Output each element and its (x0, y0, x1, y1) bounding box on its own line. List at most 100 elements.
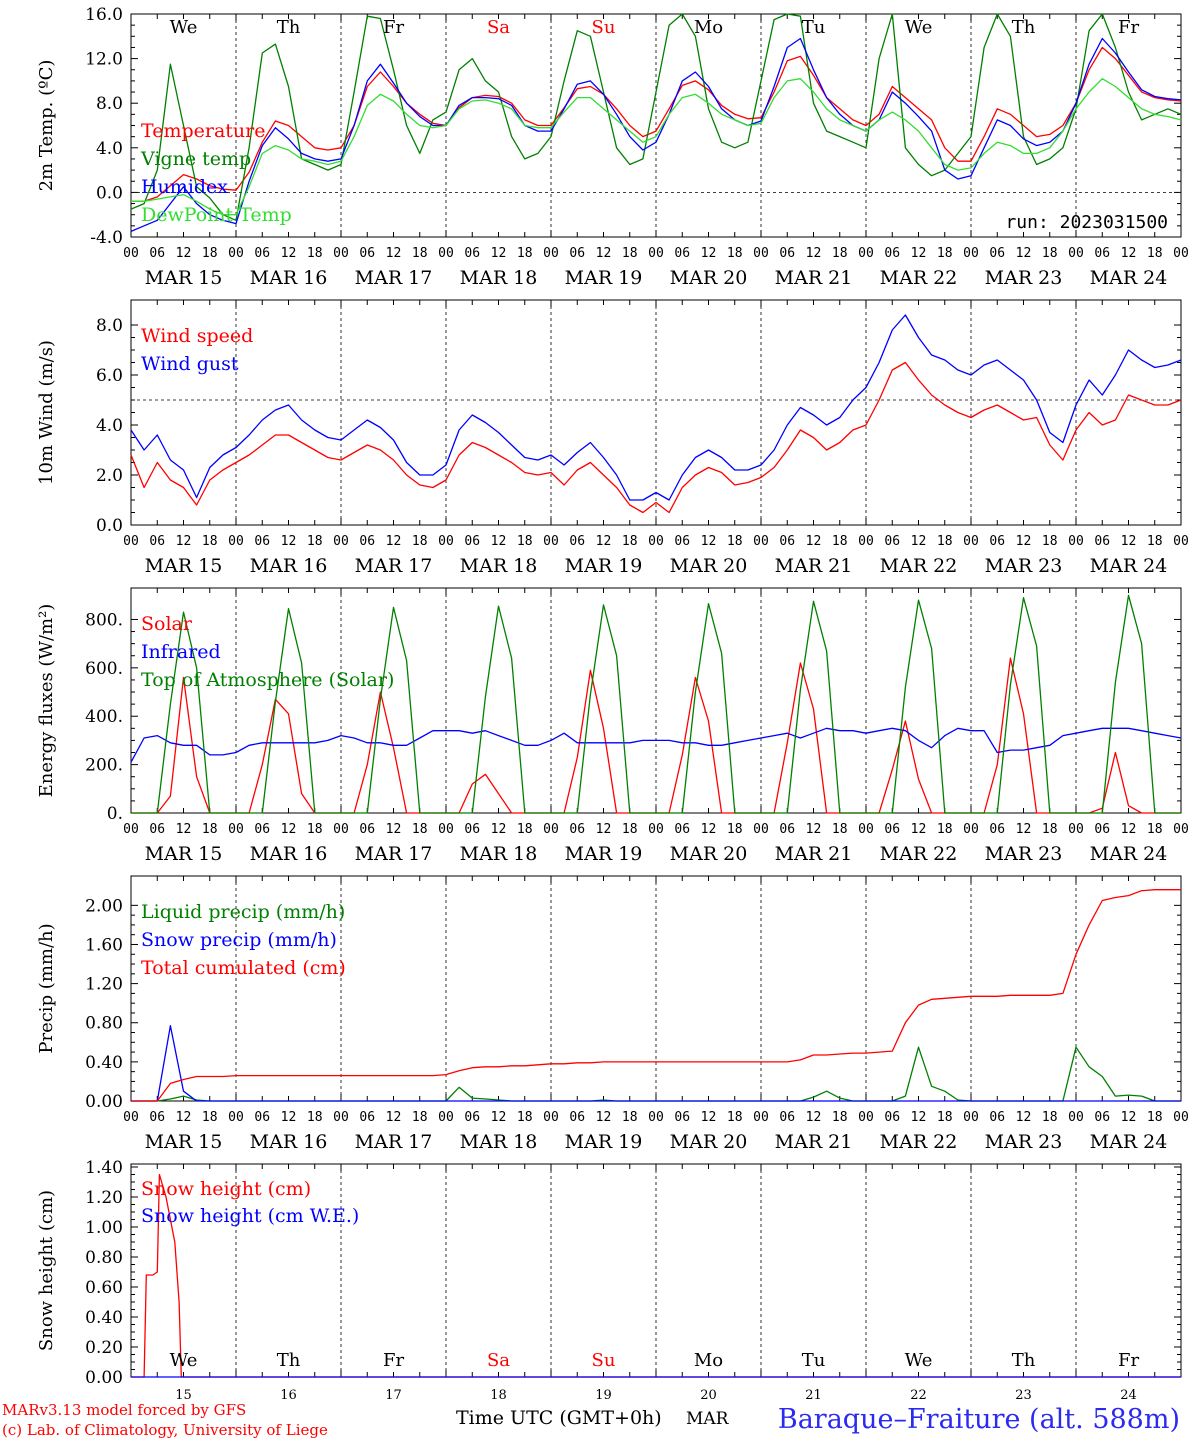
x-hour-label: 00 (1173, 1110, 1189, 1125)
x-hour-label: 12 (911, 1110, 927, 1125)
x-hour-label: 12 (491, 1110, 507, 1125)
x-hour-label: 00 (228, 534, 244, 549)
y-tick-label: 0.00 (85, 1092, 123, 1112)
y-tick-label: 12.0 (85, 50, 123, 70)
x-hour-label: 18 (517, 246, 533, 261)
panels-layer: -4.0 0.0 4.0 8.0 12.0 16.0 2m Temp. (ºC) Temper… (36, 5, 1189, 1403)
x-hour-label: 12 (491, 534, 507, 549)
x-hour-label: 00 (438, 246, 454, 261)
x-hour-label: 12 (1121, 1110, 1137, 1125)
x-hour-label: 00 (228, 1110, 244, 1125)
y-tick-label: 0.20 (85, 1338, 123, 1358)
x-hour-label: 18 (1042, 534, 1058, 549)
x-hour-label: 18 (517, 1110, 533, 1125)
x-hour-label: 18 (1042, 246, 1058, 261)
x-hour-label: 12 (1121, 246, 1137, 261)
x-hour-label: 06 (359, 534, 375, 549)
y-tick-label: 4.0 (96, 139, 123, 159)
y-tick-label: 16.0 (85, 5, 123, 25)
x-date-label: MAR 20 (670, 1131, 748, 1153)
x-date-label: MAR 18 (460, 1131, 538, 1153)
x-hour-label: 00 (543, 822, 559, 837)
y-tick-label: 8.0 (96, 94, 123, 114)
x-hour-label: 12 (386, 1110, 402, 1125)
x-hour-label: 06 (569, 534, 585, 549)
series-line-temp-3 (131, 78, 1182, 216)
x-hour-label: 18 (937, 534, 953, 549)
x-hour-label: 06 (989, 1110, 1005, 1125)
x-hour-label: 18 (937, 1110, 953, 1125)
x-hour-label: 06 (884, 1110, 900, 1125)
x-hour-label: 12 (1016, 822, 1032, 837)
day-of-week-label: We (170, 1350, 198, 1371)
x-hour-label: 12 (491, 246, 507, 261)
x-hour-label: 18 (832, 246, 848, 261)
y-tick-label: 0.0 (96, 516, 123, 536)
x-date-label: MAR 20 (670, 555, 748, 577)
x-hour-label: 00 (648, 1110, 664, 1125)
x-hour-label: 12 (806, 822, 822, 837)
x-hour-label: 06 (674, 1110, 690, 1125)
x-hour-label: 00 (543, 534, 559, 549)
y-tick-label: 0.0 (96, 183, 123, 203)
x-date-label: MAR 23 (985, 267, 1063, 289)
x-date-label: MAR 18 (460, 267, 538, 289)
x-hour-label: 12 (1016, 534, 1032, 549)
x-hour-label: 12 (596, 822, 612, 837)
x-date-label: MAR 16 (250, 1131, 328, 1153)
x-hour-label: 18 (937, 246, 953, 261)
x-hour-label: 00 (1173, 246, 1189, 261)
x-hour-label: 12 (1121, 534, 1137, 549)
legend-entry: Snow precip (mm/h) (141, 929, 337, 951)
x-hour-label: 06 (464, 246, 480, 261)
day-of-week-label: Su (592, 17, 616, 38)
x-hour-label: 00 (543, 1110, 559, 1125)
panel-wind: 0.0 2.0 4.0 6.0 8.0 10m Wind (m/s) Wind speed W… (36, 299, 1189, 577)
x-hour-label: 00 (753, 1110, 769, 1125)
x-hour-label: 06 (779, 822, 795, 837)
x-date-label: MAR 24 (1090, 267, 1168, 289)
x-day-number: 24 (1120, 1388, 1137, 1403)
x-hour-label: 18 (307, 1110, 323, 1125)
x-hour-label: 18 (1147, 534, 1163, 549)
y-axis-title: Energy fluxes (W/m²) (36, 604, 57, 798)
x-hour-label: 12 (1016, 246, 1032, 261)
x-hour-label: 00 (648, 246, 664, 261)
x-hour-label: 00 (1173, 534, 1189, 549)
x-hour-label: 12 (176, 246, 192, 261)
y-tick-label: 0.80 (85, 1014, 123, 1034)
y-tick-label: 1.20 (85, 1188, 123, 1208)
x-hour-label: 18 (412, 822, 428, 837)
x-hour-label: 12 (596, 246, 612, 261)
x-hour-label: 06 (884, 534, 900, 549)
x-hour-label: 12 (596, 534, 612, 549)
x-hour-label: 18 (622, 822, 638, 837)
x-hour-label: 00 (963, 534, 979, 549)
series-line-flux-1 (130, 727, 1182, 763)
y-axis-title: Snow height (cm) (36, 1190, 57, 1351)
y-tick-label: 800. (85, 610, 123, 630)
x-date-label: MAR 24 (1090, 1131, 1168, 1153)
panel-temp: -4.0 0.0 4.0 8.0 12.0 16.0 2m Temp. (ºC) Temper… (36, 5, 1189, 289)
x-date-label: MAR 24 (1090, 555, 1168, 577)
x-date-label: MAR 17 (355, 555, 433, 577)
x-hour-label: 18 (1147, 246, 1163, 261)
y-tick-label: 0. (107, 804, 123, 824)
x-hour-label: 06 (464, 822, 480, 837)
x-hour-label: 00 (1173, 822, 1189, 837)
x-hour-label: 12 (911, 822, 927, 837)
x-hour-label: 00 (753, 246, 769, 261)
x-date-label: MAR 22 (880, 1131, 958, 1153)
run-annotation: run: 2023031500 (1005, 212, 1168, 233)
x-date-label: MAR 18 (460, 843, 538, 865)
x-hour-label: 06 (149, 822, 165, 837)
x-day-number: 23 (1015, 1388, 1032, 1403)
day-of-week-label: We (905, 17, 933, 38)
x-hour-label: 06 (1094, 534, 1110, 549)
x-hour-label: 00 (1068, 822, 1084, 837)
panel-flux: 0. 200. 400. 600. 800. Energy fluxes (W/m²) So… (36, 587, 1189, 865)
x-day-number: 21 (805, 1388, 822, 1403)
x-hour-label: 18 (622, 1110, 638, 1125)
x-hour-label: 06 (149, 246, 165, 261)
x-hour-label: 00 (438, 1110, 454, 1125)
